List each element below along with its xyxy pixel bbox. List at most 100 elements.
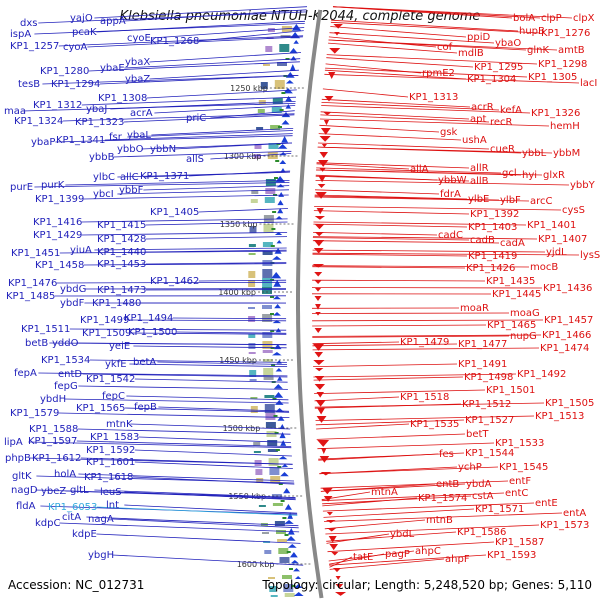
left-leader-line xyxy=(124,504,298,514)
left-gene-label: KP1_1499 xyxy=(80,315,129,326)
right-gene-label: betT xyxy=(466,429,489,440)
feature-block xyxy=(248,253,256,255)
right-leader-line xyxy=(329,554,487,566)
forward-gene-mark xyxy=(273,280,282,287)
left-gene-label: nagD xyxy=(11,485,38,496)
left-leader-line xyxy=(38,372,288,377)
left-leader-line xyxy=(157,361,288,365)
feature-block xyxy=(248,307,255,309)
left-leader-line xyxy=(146,89,297,99)
left-leader-line xyxy=(80,457,293,465)
right-gene-label: KP1_1491 xyxy=(458,359,507,370)
feature-block xyxy=(248,352,256,354)
scale-marker xyxy=(275,449,280,451)
left-gene-label: maa xyxy=(4,106,26,117)
right-gene-label: KP1_1419 xyxy=(468,251,517,262)
feature-block xyxy=(277,539,288,542)
right-leader-line xyxy=(313,223,468,228)
forward-gene-mark xyxy=(274,304,281,309)
left-gene-label: phpB xyxy=(5,453,31,464)
left-leader-line xyxy=(176,331,287,334)
right-gene-label: apt xyxy=(470,114,486,125)
right-leader-line xyxy=(320,111,470,120)
scale-marker xyxy=(272,211,277,213)
right-gene-label: KP1_1435 xyxy=(486,276,535,287)
reverse-gene-mark xyxy=(316,416,327,423)
left-leader-line xyxy=(143,185,290,191)
left-gene-label: ybdG xyxy=(60,284,86,295)
feature-block xyxy=(248,244,256,247)
right-leader-line xyxy=(314,206,562,211)
right-leader-line xyxy=(317,142,490,150)
right-leader-line xyxy=(321,105,531,114)
right-leader-line xyxy=(320,483,466,492)
right-leader-line xyxy=(312,236,538,240)
left-gene-label: ybaE xyxy=(100,63,125,74)
feature-block xyxy=(270,595,278,597)
right-gene-label: recR xyxy=(490,117,513,128)
right-leader-line xyxy=(319,124,440,133)
right-gene-label: entC xyxy=(505,488,528,499)
right-gene-label: KP1_1512 xyxy=(462,399,511,410)
right-gene-label: entA xyxy=(563,508,586,519)
left-gene-label: acrA xyxy=(130,108,153,119)
right-gene-label: KP1_1326 xyxy=(531,108,580,119)
reverse-gene-mark xyxy=(315,368,324,372)
feature-block xyxy=(262,305,272,309)
right-gene-label: mocB xyxy=(530,262,558,273)
right-leader-line xyxy=(320,480,509,489)
feature-block xyxy=(262,332,273,338)
left-gene-label: KP1_1415 xyxy=(97,220,146,231)
reverse-gene-mark xyxy=(315,288,322,292)
right-leader-line xyxy=(331,19,519,32)
feature-block xyxy=(256,127,264,130)
left-gene-label: KP1_1294 xyxy=(51,79,100,90)
forward-gene-mark xyxy=(285,104,292,109)
right-leader-line xyxy=(312,252,580,256)
right-gene-label: KP1_1501 xyxy=(486,385,535,396)
right-leader-line xyxy=(328,550,415,562)
left-leader-line xyxy=(124,407,290,413)
right-leader-line xyxy=(328,36,437,48)
reverse-gene-mark xyxy=(335,576,341,580)
right-leader-line xyxy=(314,402,545,408)
right-gene-label: cstA xyxy=(472,491,494,502)
right-gene-label: bolA xyxy=(513,13,535,24)
left-leader-line xyxy=(149,69,299,80)
left-gene-label: KP1_1601 xyxy=(86,457,135,468)
left-leader-line xyxy=(81,232,288,236)
feature-block xyxy=(248,271,256,278)
forward-gene-mark xyxy=(273,392,284,398)
forward-gene-mark xyxy=(295,576,302,579)
scale-marker xyxy=(270,330,275,332)
reverse-gene-mark xyxy=(314,384,326,390)
left-leader-line xyxy=(128,319,287,322)
feature-block xyxy=(258,505,266,507)
reverse-gene-mark xyxy=(318,160,329,167)
right-gene-label: cadA xyxy=(500,238,525,249)
scale-tick-label: 1350 kbp xyxy=(220,220,258,229)
right-leader-line xyxy=(322,88,409,98)
right-gene-label: clpX xyxy=(573,13,595,24)
right-gene-label: entF xyxy=(509,476,531,487)
feature-block xyxy=(262,269,273,278)
forward-gene-mark xyxy=(277,208,284,214)
left-gene-label: entD xyxy=(58,369,82,380)
left-leader-line xyxy=(36,475,295,484)
right-gene-label: KP1_1313 xyxy=(409,92,458,103)
left-gene-label: ispA xyxy=(10,29,31,40)
left-gene-label: fepG xyxy=(54,381,78,392)
left-leader-line xyxy=(99,75,299,85)
right-gene-label: hyi xyxy=(522,170,537,181)
left-leader-line xyxy=(110,101,296,110)
left-leader-line xyxy=(198,279,287,282)
left-leader-line xyxy=(94,6,308,19)
reverse-gene-mark xyxy=(315,304,321,310)
left-gene-label: KP1_1257 xyxy=(10,41,59,52)
left-gene-label: ybdF xyxy=(60,298,85,309)
right-gene-label: KP1_1465 xyxy=(487,320,536,331)
left-leader-line xyxy=(127,130,294,138)
forward-gene-mark xyxy=(277,376,283,381)
forward-gene-mark xyxy=(284,520,294,524)
